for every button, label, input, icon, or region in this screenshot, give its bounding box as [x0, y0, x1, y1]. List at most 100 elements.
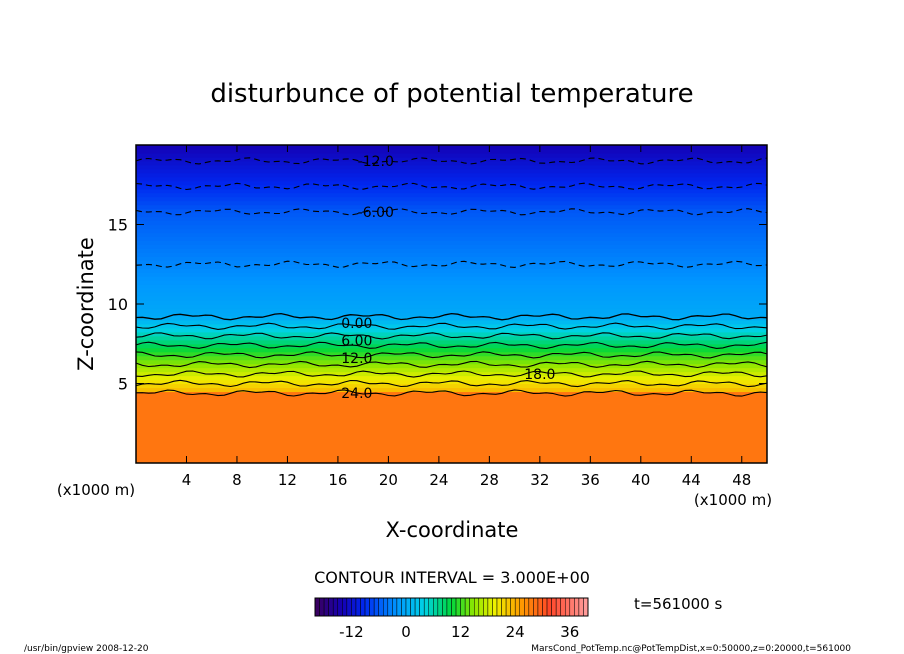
color-band [136, 236, 767, 241]
colorbar-segment [346, 597, 352, 617]
colorbar-segment [546, 597, 552, 617]
colorbar-segment [455, 597, 461, 617]
color-band [136, 335, 767, 341]
color-band [136, 184, 767, 190]
colorbar-segment [323, 597, 329, 617]
color-band [136, 164, 767, 170]
contour-line [136, 208, 767, 216]
contour-line [136, 157, 767, 165]
color-band [136, 145, 767, 150]
y-axis: 5 10 15 [108, 216, 767, 394]
colorbar-segment [537, 597, 543, 617]
x-tick-label: 24 [429, 471, 448, 489]
color-band [136, 228, 767, 234]
y-tick-label: 10 [108, 295, 128, 314]
color-band [136, 284, 767, 289]
color-band [136, 268, 767, 273]
color-band [136, 200, 767, 206]
colorbar-segment [442, 597, 448, 617]
colorbar-segment [410, 597, 416, 617]
x-tick-label: 36 [581, 471, 600, 489]
colorbar-segment [492, 597, 498, 617]
colorbar-segment [469, 597, 475, 617]
color-band [136, 351, 767, 357]
contour-line [136, 182, 767, 191]
x-tick-label: 28 [480, 471, 499, 489]
color-band [136, 343, 767, 349]
color-band [136, 359, 767, 365]
color-band [136, 423, 767, 428]
color-band [136, 371, 767, 377]
y-axis-label: Z-coordinate [74, 237, 98, 371]
color-band [136, 459, 767, 463]
x-tick-label: 12 [278, 471, 297, 489]
x-unit-right: (x1000 m) [694, 491, 772, 509]
contour-label: 0.00 [341, 316, 372, 332]
colorbar-segment [565, 597, 571, 617]
color-band [136, 375, 767, 381]
colorbar-frame [314, 597, 589, 617]
colorbar-segment [560, 597, 566, 617]
color-band [136, 315, 767, 321]
colorbar-segment [464, 597, 470, 617]
contour-interval-text: CONTOUR INTERVAL = 3.000E+00 [314, 568, 590, 587]
colorbar-segment [483, 597, 489, 617]
color-band [136, 264, 767, 269]
color-band [136, 208, 767, 214]
color-band [136, 232, 767, 238]
x-tick-label: 48 [732, 471, 751, 489]
color-band [136, 204, 767, 210]
color-band [136, 168, 767, 174]
color-band [136, 391, 767, 397]
contour-line [136, 260, 767, 268]
color-band [136, 176, 767, 182]
colorbar-segment [574, 597, 580, 617]
color-band [136, 196, 767, 202]
color-band [136, 288, 767, 293]
colorbar-segment [578, 597, 584, 617]
color-band [136, 272, 767, 277]
color-band [136, 216, 767, 222]
colorbar-segment [528, 597, 534, 617]
colorbar-segment [337, 597, 343, 617]
contour-line [136, 389, 767, 397]
color-band [136, 379, 767, 385]
x-tick-label: 20 [379, 471, 398, 489]
x-tick-label: 16 [328, 471, 347, 489]
color-band [136, 260, 767, 265]
color-band [136, 240, 767, 245]
color-band [136, 323, 767, 329]
contour-line [136, 312, 767, 321]
contour-line [136, 332, 767, 340]
color-band [136, 435, 767, 440]
colorbar-segment [419, 597, 425, 617]
colorbar-tick-label: 36 [560, 623, 579, 641]
color-band [136, 148, 767, 154]
color-band [136, 383, 767, 389]
x-axis: 4 8 12 16 20 24 28 32 36 40 44 48 [182, 145, 751, 489]
colorbar-segment [369, 597, 375, 617]
colorbar-segment [501, 597, 507, 617]
x-axis-label: X-coordinate [386, 518, 519, 542]
color-band [136, 399, 767, 404]
contour-line [136, 322, 767, 330]
color-band [136, 339, 767, 345]
colorbar-segment [342, 597, 348, 617]
colorbar-segment [555, 597, 561, 617]
colorbar-tick-label: 0 [401, 623, 411, 641]
color-band [136, 160, 767, 166]
x-unit-left: (x1000 m) [57, 481, 135, 499]
color-band [136, 188, 767, 194]
color-band [136, 439, 767, 444]
color-band [136, 156, 767, 162]
x-tick-label: 8 [232, 471, 242, 489]
colorbar-segment [383, 597, 389, 617]
colorbar-segment [405, 597, 411, 617]
colorbar-segment [433, 597, 439, 617]
colorbar-segment [551, 597, 557, 617]
color-band [136, 180, 767, 186]
color-band [136, 244, 767, 249]
color-band [136, 327, 767, 333]
color-band [136, 451, 767, 456]
